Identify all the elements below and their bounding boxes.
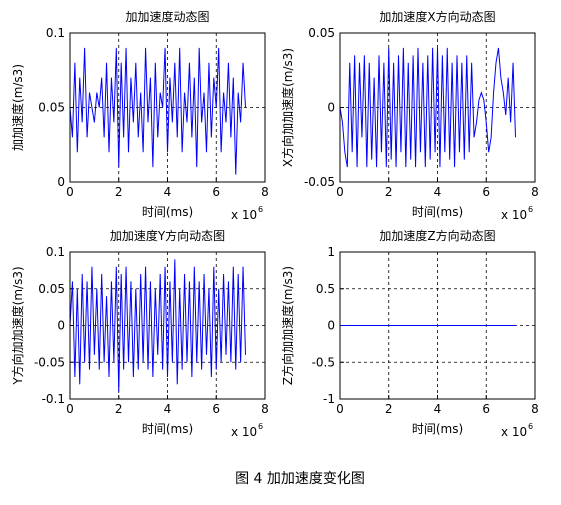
x-axis-label: 时间(ms) xyxy=(412,422,463,436)
x-tick-label: 0 xyxy=(336,402,344,416)
x-axis-label: 时间(ms) xyxy=(142,422,193,436)
axes-box xyxy=(339,32,536,183)
y-tick-label: -0.1 xyxy=(42,392,65,406)
y-tick-label: 0 xyxy=(57,175,65,189)
y-tick-label: -0.05 xyxy=(34,355,65,369)
x-exponent-power: 6 xyxy=(258,422,263,431)
y-tick-label: 0 xyxy=(57,319,65,333)
y-axis-label: Y方向加加速度(m/s3) xyxy=(10,266,25,385)
y-tick-label: 0.05 xyxy=(38,101,65,115)
x-tick-label: 0 xyxy=(336,185,344,199)
figure-caption: 图 4 加加速度变化图 xyxy=(235,471,365,487)
axes-box xyxy=(339,251,536,400)
y-tick-label: 0.05 xyxy=(38,282,65,296)
y-tick-label: -0.05 xyxy=(304,175,335,189)
y-axis-label: Z方向加加速度(m/s3) xyxy=(280,266,295,385)
x-tick-label: 6 xyxy=(212,185,220,199)
x-exponent-base: x 10 xyxy=(501,208,527,222)
x-tick-label: 8 xyxy=(531,185,539,199)
x-exponent-base: x 10 xyxy=(501,425,527,439)
x-tick-label: 2 xyxy=(385,185,393,199)
x-tick-label: 6 xyxy=(212,402,220,416)
x-axis-label: 时间(ms) xyxy=(412,205,463,219)
x-tick-label: 2 xyxy=(115,185,123,199)
chart-title: 加加速度Z方向动态图 xyxy=(379,228,495,243)
x-tick-label: 0 xyxy=(66,185,74,199)
y-tick-label: 0.5 xyxy=(316,282,335,296)
data-line xyxy=(69,259,246,392)
x-tick-label: 0 xyxy=(66,402,74,416)
axes-box xyxy=(69,251,266,400)
y-tick-label: -0.5 xyxy=(312,355,335,369)
y-tick-label: 0 xyxy=(327,319,335,333)
x-tick-label: 4 xyxy=(434,402,442,416)
x-exponent-power: 6 xyxy=(258,205,263,214)
chart-title: 加加速度X方向动态图 xyxy=(379,9,495,24)
x-tick-label: 8 xyxy=(261,185,269,199)
y-tick-label: 0.1 xyxy=(46,26,65,40)
data-line xyxy=(69,47,246,175)
x-tick-label: 4 xyxy=(164,185,172,199)
axes-box xyxy=(69,32,266,183)
x-tick-label: 6 xyxy=(482,402,490,416)
x-exponent-base: x 10 xyxy=(231,425,257,439)
x-tick-label: 4 xyxy=(164,402,172,416)
y-tick-label: 0.1 xyxy=(46,245,65,259)
x-tick-label: 6 xyxy=(482,185,490,199)
data-line xyxy=(339,47,516,168)
y-axis-label: X方向加加速度(m/s3) xyxy=(280,48,295,167)
y-tick-label: -1 xyxy=(323,392,335,406)
x-axis-label: 时间(ms) xyxy=(142,205,193,219)
y-tick-label: 0.05 xyxy=(308,26,335,40)
x-exponent-power: 6 xyxy=(528,205,533,214)
x-tick-label: 8 xyxy=(261,402,269,416)
x-exponent-power: 6 xyxy=(528,422,533,431)
y-tick-label: 0 xyxy=(327,101,335,115)
x-tick-label: 8 xyxy=(531,402,539,416)
y-tick-label: 1 xyxy=(327,245,335,259)
x-tick-label: 4 xyxy=(434,185,442,199)
chart-title: 加加速度动态图 xyxy=(125,9,209,24)
y-axis-label: 加加速度(m/s3) xyxy=(10,64,25,151)
x-tick-label: 2 xyxy=(115,402,123,416)
chart-title: 加加速度Y方向动态图 xyxy=(110,228,225,243)
x-exponent-base: x 10 xyxy=(231,208,257,222)
x-tick-label: 2 xyxy=(385,402,393,416)
